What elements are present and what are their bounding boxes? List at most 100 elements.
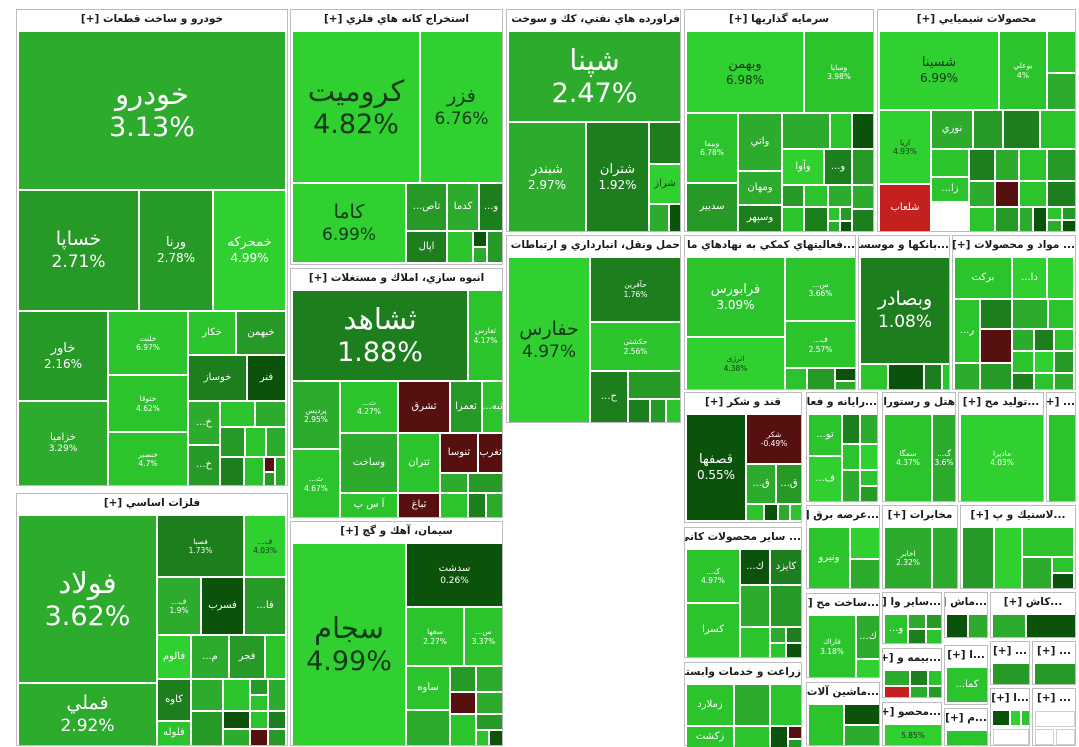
stock-tile[interactable]: ثفارس 4.17% [469, 291, 502, 380]
filler-tile[interactable] [771, 685, 801, 725]
filler-tile[interactable] [889, 365, 923, 389]
filler-tile[interactable] [981, 330, 1011, 362]
sector-title[interactable]: ...ماشین آلات [+] [807, 683, 879, 703]
stock-tile[interactable]: خوساز [189, 356, 246, 400]
filler-tile[interactable] [1020, 182, 1046, 206]
filler-tile[interactable] [925, 365, 941, 389]
filler-tile[interactable] [809, 705, 843, 745]
filler-tile[interactable] [911, 687, 927, 697]
sector-title[interactable]: ...سایر وا [+] [883, 593, 941, 613]
filler-tile[interactable] [927, 615, 941, 628]
filler-tile[interactable] [477, 667, 502, 691]
stock-tile[interactable]: زملارد [687, 685, 733, 725]
stock-tile[interactable]: ف... [809, 457, 841, 501]
stock-tile[interactable]: نوري [932, 111, 972, 148]
filler-tile[interactable] [1011, 711, 1020, 725]
stock-tile[interactable]: وبیما 6.78% [687, 114, 737, 182]
filler-tile[interactable] [783, 114, 829, 148]
filler-tile[interactable] [771, 727, 787, 747]
stock-tile[interactable]: وساخت [341, 434, 397, 492]
sector-title[interactable]: ...کاش [+] [991, 593, 1075, 613]
sector-title[interactable]: محصولات شیمیایي [+] [878, 10, 1075, 30]
filler-tile[interactable] [909, 630, 925, 643]
filler-tile[interactable] [927, 630, 941, 643]
filler-tile[interactable] [629, 372, 680, 398]
filler-tile[interactable] [1048, 150, 1075, 180]
stock-tile[interactable]: شبندر 2.97% [509, 123, 585, 231]
filler-tile[interactable] [853, 150, 873, 184]
filler-tile[interactable] [251, 712, 267, 728]
filler-tile[interactable] [448, 232, 472, 262]
sector-title[interactable]: ...ماش [+] [945, 593, 987, 613]
sector-title[interactable]: ...محصو [+] [883, 703, 941, 723]
stock-tile[interactable]: بوعلي 4% [1000, 32, 1046, 109]
sector-title[interactable]: ...ا [+] [945, 646, 987, 666]
sector-title[interactable]: ... [+] [1047, 393, 1075, 413]
stock-tile[interactable]: سدبیر [687, 184, 737, 231]
stock-tile[interactable]: خساپا 2.71% [19, 191, 138, 310]
stock-tile[interactable]: كاوه [158, 680, 190, 720]
filler-tile[interactable] [441, 494, 467, 517]
sector-title[interactable]: سرمایه گذاریها [+] [685, 10, 873, 30]
stock-tile[interactable]: مادیرا 4.03% [961, 415, 1043, 501]
stock-tile[interactable]: ومهان [739, 172, 781, 204]
filler-tile[interactable] [1004, 111, 1039, 148]
sector-title[interactable]: ...فعالیتهاي کمکي به نهادهاي ما [+] [685, 236, 855, 256]
filler-tile[interactable] [1034, 208, 1046, 231]
stock-tile[interactable]: فزر 6.76% [421, 32, 502, 182]
filler-tile[interactable] [861, 487, 877, 501]
filler-tile[interactable] [265, 473, 274, 485]
stock-tile[interactable]: خبهمن [237, 312, 285, 354]
filler-tile[interactable] [1013, 374, 1033, 389]
stock-tile[interactable]: حآفرین 1.76% [591, 258, 680, 321]
stock-tile[interactable]: سدشت 0.26% [407, 544, 502, 606]
filler-tile[interactable] [1020, 150, 1046, 180]
filler-tile[interactable] [853, 210, 873, 231]
stock-tile[interactable]: کایزد [771, 550, 801, 584]
filler-tile[interactable] [829, 222, 839, 231]
stock-tile[interactable]: فصبا 1.73% [158, 516, 243, 576]
filler-tile[interactable] [974, 111, 1002, 148]
filler-tile[interactable] [1049, 300, 1073, 328]
stock-tile[interactable]: شراز [650, 165, 680, 203]
filler-tile[interactable] [845, 705, 879, 724]
stock-tile[interactable]: شسینا 6.99% [880, 32, 998, 109]
filler-tile[interactable] [256, 402, 285, 426]
filler-tile[interactable] [933, 528, 957, 588]
filler-tile[interactable] [451, 715, 475, 745]
filler-tile[interactable] [488, 232, 502, 262]
filler-tile[interactable] [765, 505, 777, 520]
filler-tile[interactable] [276, 458, 285, 485]
sector-title[interactable]: ...ا [+] [991, 689, 1029, 709]
filler-tile[interactable] [1023, 558, 1051, 588]
filler-tile[interactable] [474, 248, 486, 262]
filler-tile[interactable] [851, 560, 879, 588]
stock-tile[interactable]: گ... 3.6% [933, 415, 955, 501]
sector-title[interactable]: ...م [+] [945, 709, 987, 729]
stock-tile[interactable]: شتران 1.92% [587, 123, 648, 231]
stock-tile[interactable]: فا... [245, 578, 285, 634]
stock-tile[interactable]: فملي 2.92% [19, 684, 156, 745]
stock-tile[interactable]: فلوله [158, 722, 190, 745]
filler-tile[interactable] [836, 382, 855, 389]
filler-tile[interactable] [861, 471, 877, 485]
filler-tile[interactable] [771, 628, 785, 642]
filler-tile[interactable] [853, 114, 873, 148]
stock-tile[interactable]: خمحرکه 4.99% [214, 191, 285, 310]
stock-tile[interactable]: فولاد 3.62% [19, 516, 156, 682]
filler-tile[interactable] [487, 494, 502, 517]
filler-tile[interactable] [1048, 74, 1075, 109]
stock-tile[interactable]: ك... [741, 550, 769, 584]
filler-tile[interactable] [970, 208, 994, 231]
stock-tile[interactable]: برکت [955, 258, 1011, 298]
filler-tile[interactable] [947, 731, 987, 745]
filler-tile[interactable] [246, 428, 265, 456]
filler-tile[interactable] [1013, 352, 1033, 372]
filler-tile[interactable] [477, 731, 488, 745]
filler-tile[interactable] [996, 150, 1018, 180]
filler-tile[interactable] [1053, 558, 1073, 572]
filler-tile[interactable] [970, 182, 994, 206]
sector-title[interactable]: ... [+] [1033, 642, 1075, 662]
filler-tile[interactable] [885, 671, 909, 685]
filler-tile[interactable] [1048, 258, 1073, 298]
